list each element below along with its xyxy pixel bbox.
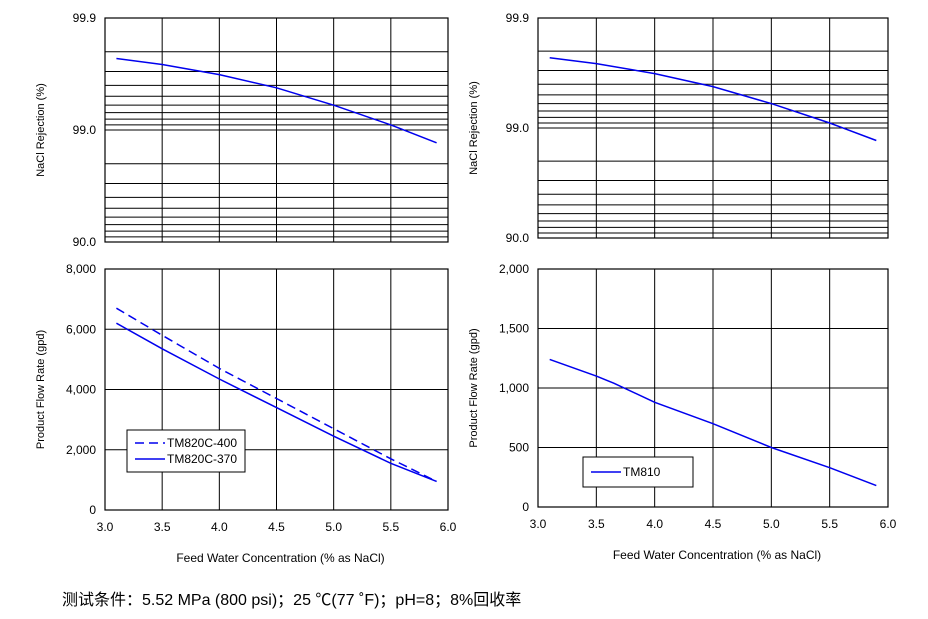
x-tick-label: 5.0 — [325, 520, 342, 534]
x-tick-label: 3.5 — [154, 520, 171, 534]
legend-box — [582, 456, 694, 488]
y-tick-label: 1,500 — [499, 322, 529, 336]
x-tick-label: 4.5 — [268, 520, 285, 534]
y-tick-label: 99.0 — [73, 123, 97, 137]
legend-box — [126, 429, 246, 473]
series-line-tm820 — [116, 57, 437, 144]
y-tick-label: 99.9 — [506, 11, 530, 25]
y-axis-label: NaCl Rejection (%) — [35, 83, 47, 177]
y-tick-label: 99.9 — [73, 11, 97, 25]
y-axis-label: Product Flow Rate (gpd) — [468, 328, 480, 447]
x-tick-label: 4.0 — [646, 517, 663, 531]
y-tick-label: 500 — [509, 441, 529, 455]
x-tick-label: 5.5 — [821, 517, 838, 531]
test-conditions-note: 测试条件：5.52 MPa (800 psi)；25 ℃(77 ˚F)；pH=8… — [62, 592, 522, 609]
y-tick-label: 90.0 — [506, 231, 530, 245]
y-tick-label: 6,000 — [66, 322, 96, 336]
x-tick-label: 6.0 — [440, 520, 457, 534]
y-axis-label: NaCl Rejection (%) — [468, 81, 480, 175]
x-tick-label: 3.0 — [97, 520, 114, 534]
y-tick-label: 2,000 — [499, 262, 529, 276]
legend-label: TM820C-400 — [167, 436, 237, 450]
x-axis-label: Feed Water Concentration (% as NaCl) — [176, 551, 384, 565]
series-line-tm820c-370 — [116, 322, 437, 483]
y-tick-label: 0 — [89, 503, 96, 517]
series-line-tm820c-400 — [116, 307, 437, 483]
series-line-tm810 — [549, 57, 877, 142]
plot-frame-tl — [104, 17, 449, 243]
y-tick-label: 8,000 — [66, 262, 96, 276]
x-tick-label: 6.0 — [880, 517, 897, 531]
x-tick-label: 4.5 — [705, 517, 722, 531]
y-tick-label: 99.0 — [506, 121, 530, 135]
x-tick-label: 5.5 — [382, 520, 399, 534]
x-tick-label: 3.5 — [588, 517, 605, 531]
legend-label: TM820C-370 — [167, 452, 237, 466]
legend-label: TM810 — [623, 465, 661, 479]
y-axis-label: Product Flow Rate (gpd) — [35, 330, 47, 449]
y-tick-label: 1,000 — [499, 381, 529, 395]
x-tick-label: 5.0 — [763, 517, 780, 531]
plot-frame-tr — [537, 17, 889, 239]
y-tick-label: 2,000 — [66, 443, 96, 457]
x-axis-label: Feed Water Concentration (% as NaCl) — [613, 548, 821, 562]
plot-frame-br — [537, 268, 889, 508]
x-tick-label: 3.0 — [530, 517, 547, 531]
y-tick-label: 4,000 — [66, 383, 96, 397]
y-tick-label: 0 — [522, 500, 529, 514]
plot-frame-bl — [104, 268, 449, 511]
y-tick-label: 90.0 — [73, 235, 97, 249]
x-tick-label: 4.0 — [211, 520, 228, 534]
series-line-tm810 — [549, 358, 877, 487]
